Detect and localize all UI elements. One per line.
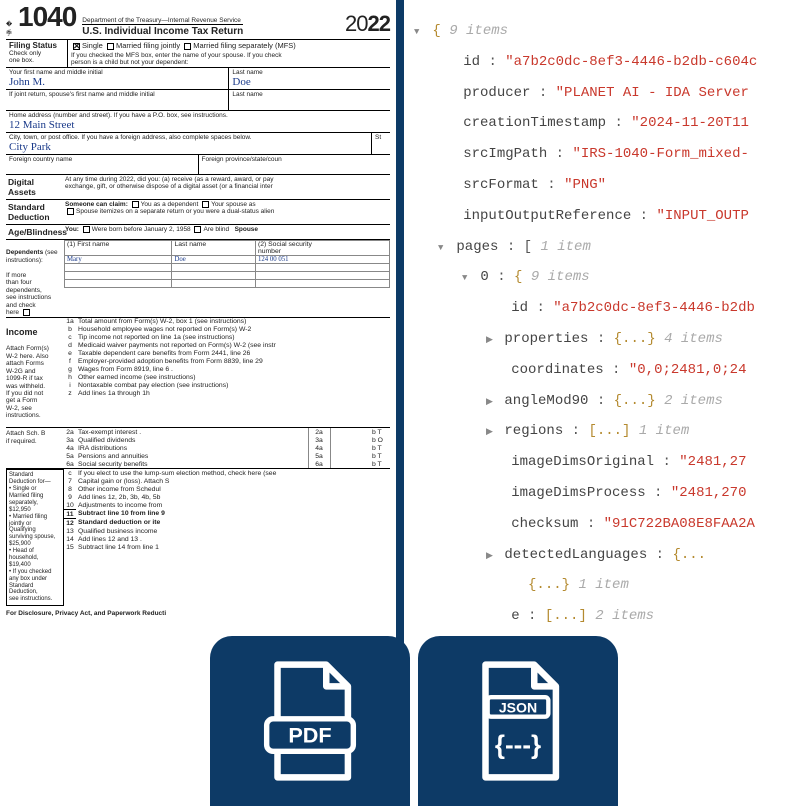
first-name-value[interactable]: John M. — [9, 76, 225, 88]
dependents-table: (1) First nameLast name(2) Social securi… — [64, 240, 390, 288]
json-prop-creationTimestamp[interactable]: creationTimestamp : "2024-11-20T11 — [414, 108, 800, 139]
json-prop-srcFormat[interactable]: srcFormat : "PNG" — [414, 170, 800, 201]
json-prop-producer[interactable]: producer : "PLANET AI - IDA Server — [414, 78, 800, 109]
json-pages[interactable]: pages : [ 1 item — [414, 232, 800, 263]
dept-line: Department of the Treasury—Internal Reve… — [82, 17, 243, 25]
checkbox-mfj[interactable] — [107, 43, 114, 50]
income-lines-3: cIf you elect to use the lump-sum electi… — [64, 469, 390, 551]
income-lines-2: 2aTax-exempt interest .2ab T3aQualified … — [64, 428, 390, 468]
checkbox-single[interactable] — [73, 43, 80, 50]
json-page-0[interactable]: 0 : { 9 items — [414, 262, 800, 293]
json-prop-inputOutputReference[interactable]: inputOutputReference : "INPUT_OUTP — [414, 201, 800, 232]
last-name-value[interactable]: Doe — [232, 76, 387, 88]
std-deduction-label: Standard Deduction — [6, 200, 62, 224]
json-page-prop-regions[interactable]: regions : [...] 1 item — [414, 416, 800, 447]
json-root[interactable]: { 9 items — [414, 16, 800, 47]
footer-disclosure: For Disclosure, Privacy Act, and Paperwo… — [6, 610, 390, 617]
form-number: 1040 — [18, 4, 76, 29]
form-header: �季 1040 Department of the Treasury—Inter… — [6, 4, 390, 40]
json-prop-srcImgPath[interactable]: srcImgPath : "IRS-1040-Form_mixed- — [414, 139, 800, 170]
json-page-prop-id[interactable]: id : "a7b2c0dc-8ef3-4446-b2db — [414, 293, 800, 324]
json-page-prop-properties[interactable]: properties : {...} 4 items — [414, 324, 800, 355]
json-page-prop-angleMod90[interactable]: angleMod90 : {...} 2 items — [414, 386, 800, 417]
form-1040-panel: �季 1040 Department of the Treasury—Inter… — [0, 0, 404, 800]
income-lines-1: 1aTotal amount from Form(s) W-2, box 1 (… — [64, 318, 390, 398]
json-page-prop-detectedLanguages[interactable]: detectedLanguages : {... — [414, 540, 800, 571]
digital-assets-label: Digital Assets — [6, 175, 62, 199]
json-page-prop-imageDimsOriginal[interactable]: imageDimsOriginal : "2481,27 — [414, 447, 800, 478]
json-page-prop-checksum[interactable]: checksum : "91C722BA08E8FAA2A — [414, 509, 800, 540]
json-prop-id[interactable]: id : "a7b2c0dc-8ef3-4446-b2db-c604c — [414, 47, 800, 78]
json-viewer-panel: { 9 items id : "a7b2c0dc-8ef3-4446-b2db-… — [404, 0, 800, 800]
tax-year: 2022 — [345, 11, 390, 37]
checkbox-mfs[interactable] — [184, 43, 191, 50]
address-value[interactable]: 12 Main Street — [9, 119, 387, 131]
json-page-prop-imageDimsProcess[interactable]: imageDimsProcess : "2481,270 — [414, 478, 800, 509]
filing-status-label: Filing Status — [9, 41, 64, 50]
json-page-prop-coordinates[interactable]: coordinates : "0,0;2481,0;24 — [414, 355, 800, 386]
city-value[interactable]: City Park — [9, 141, 368, 153]
form-title: U.S. Individual Income Tax Return — [82, 26, 243, 37]
